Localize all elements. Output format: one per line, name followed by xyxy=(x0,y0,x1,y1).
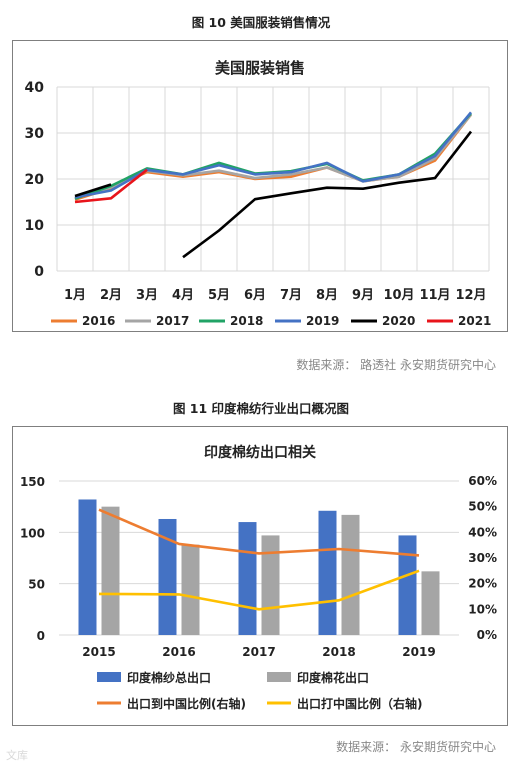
legend-label-2018: 2018 xyxy=(230,314,263,328)
bar-2015-0 xyxy=(78,499,97,635)
legend-label-2019: 2019 xyxy=(306,314,339,328)
y-tick-label: 0 xyxy=(37,629,45,643)
y2-tick-label: 40% xyxy=(468,525,497,539)
x-tick-label: 9月 xyxy=(352,288,374,303)
ratio-line-0 xyxy=(98,508,420,557)
x-tick-label: 2016 xyxy=(162,645,195,659)
x-tick-label: 4月 xyxy=(172,288,194,303)
cotton-export-chart-frame: 印度棉纺出口相关 0 50 100 150 0% 10% 20% 30% 40% 50% 60% 201… xyxy=(12,426,508,726)
legend-swatch-1 xyxy=(267,672,291,682)
bar-2017-0 xyxy=(238,522,257,635)
x-tick-label: 7月 xyxy=(280,288,302,303)
legend-label-2017: 2017 xyxy=(156,314,189,328)
bar-2017-1 xyxy=(261,535,280,635)
cotton-export-combo-chart: 印度棉纺出口相关 0 50 100 150 0% 10% 20% 30% 40% 50% 60% 201… xyxy=(20,444,497,711)
bar-2016-1 xyxy=(181,544,200,635)
bar-2018-1 xyxy=(341,514,360,635)
x-tick-label: 2018 xyxy=(322,645,355,659)
figure-10-source: 数据来源： 路透社 永安期货研究中心 xyxy=(296,358,496,372)
x-tick-label: 5月 xyxy=(208,288,230,303)
x-tick-label: 8月 xyxy=(316,288,338,303)
legend-label-2020: 2020 xyxy=(382,314,415,328)
y-tick-label: 10 xyxy=(25,218,45,234)
series-line-2021 xyxy=(74,168,148,204)
y-tick-label: 0 xyxy=(34,264,44,280)
y-tick-label: 30 xyxy=(25,126,45,142)
x-tick-label: 12月 xyxy=(455,288,486,303)
y-tick-label: 150 xyxy=(20,475,45,489)
apparel-sales-chart-frame: 美国服装销售 0 10 20 30 40 1月 2月 3月 4月 5月 6月 7月 8月 9月 10月 11月 1… xyxy=(12,40,508,332)
y2-tick-label: 50% xyxy=(468,500,497,514)
figure-10-caption: 图 10 美国服装销售情况 xyxy=(191,15,331,30)
bar-2019-0 xyxy=(398,535,417,635)
legend-label-2016: 2016 xyxy=(82,314,115,328)
y-tick-label: 20 xyxy=(25,172,45,188)
legend-label-2021: 2021 xyxy=(458,314,491,328)
legend-label-3: 出口打中国比例（右轴) xyxy=(297,696,423,711)
legend-swatch-0 xyxy=(97,672,121,682)
legend-label-2: 出口到中国比例(右轴) xyxy=(127,696,246,711)
y-tick-label: 100 xyxy=(20,526,45,540)
x-tick-label: 2015 xyxy=(82,645,115,659)
chart-title: 美国服装销售 xyxy=(215,59,305,77)
series-line-2020 xyxy=(74,130,473,259)
x-tick-label: 2019 xyxy=(402,645,435,659)
y2-tick-label: 30% xyxy=(468,551,497,565)
x-tick-label: 6月 xyxy=(244,288,266,303)
x-tick-label: 10月 xyxy=(383,288,414,303)
y2-tick-label: 10% xyxy=(468,602,497,616)
x-tick-label: 2月 xyxy=(100,288,122,303)
y2-tick-label: 0% xyxy=(477,628,497,642)
x-tick-label: 3月 xyxy=(136,288,158,303)
x-tick-label: 11月 xyxy=(419,288,450,303)
y-tick-label: 40 xyxy=(25,80,45,96)
bar-2019-1 xyxy=(421,571,440,635)
x-tick-label: 2017 xyxy=(242,645,275,659)
x-tick-label: 1月 xyxy=(64,288,86,303)
ratio-line-1 xyxy=(98,569,420,611)
legend-label-0: 印度棉纱总出口 xyxy=(127,670,211,685)
y2-tick-label: 60% xyxy=(468,474,497,488)
legend-label-1: 印度棉花出口 xyxy=(297,670,369,685)
y-tick-label: 50 xyxy=(28,578,45,592)
bar-2016-0 xyxy=(158,518,177,635)
apparel-sales-line-chart: 美国服装销售 0 10 20 30 40 1月 2月 3月 4月 5月 6月 7月 8月 9月 10月 11月 1… xyxy=(25,59,492,328)
figure-11-source: 数据来源： 永安期货研究中心 xyxy=(336,740,496,754)
bar-2018-0 xyxy=(318,510,337,635)
watermark: 文库 xyxy=(6,749,28,762)
bar-2015-1 xyxy=(101,506,120,635)
y2-tick-label: 20% xyxy=(468,577,497,591)
chart-title: 印度棉纺出口相关 xyxy=(204,444,316,461)
figure-11-caption: 图 11 印度棉纺行业出口概况图 xyxy=(172,401,350,416)
